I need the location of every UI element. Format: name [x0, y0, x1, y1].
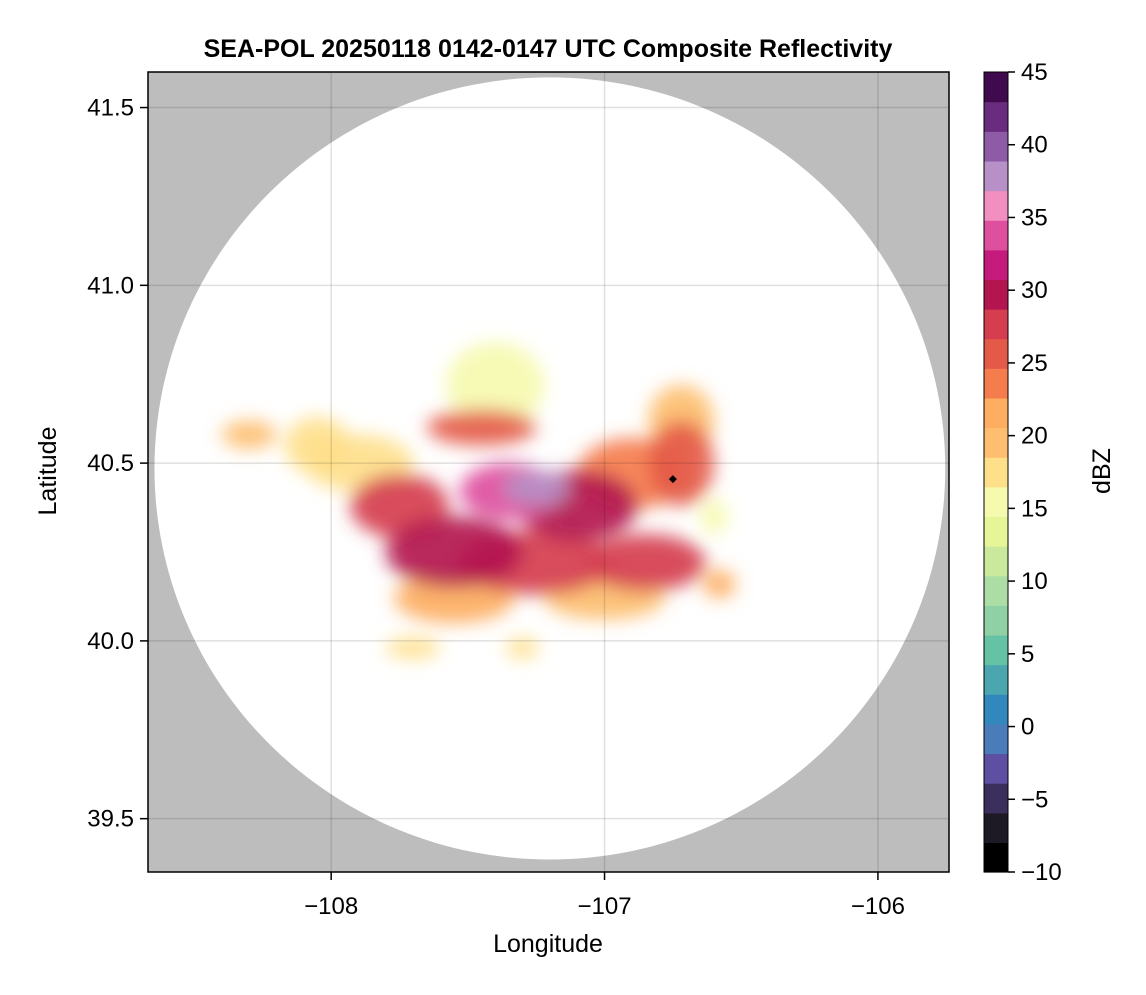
- colorbar-segment: [984, 812, 1008, 843]
- colorbar-segment: [984, 634, 1008, 666]
- colorbar-tick-label: 40: [1021, 132, 1048, 159]
- plot-area: [148, 72, 949, 872]
- colorbar-tick-label: 20: [1021, 423, 1048, 450]
- echo-region: [506, 637, 539, 659]
- colorbar-tick-label: 15: [1021, 495, 1048, 522]
- y-tick-label: 39.5: [87, 806, 134, 833]
- radar-coverage-domain: [154, 77, 946, 860]
- colorbar-segment: [984, 546, 1008, 577]
- echo-region: [385, 516, 523, 588]
- y-axis-ticks: 39.5 40.0 40.5 41.0 41.5: [87, 95, 148, 833]
- colorbar-segment: [984, 249, 1008, 281]
- colorbar-segment: [984, 753, 1008, 784]
- colorbar-segment: [984, 397, 1008, 429]
- colorbar-segment: [984, 309, 1008, 340]
- y-axis-label: Latitude: [34, 427, 62, 516]
- echo-region: [445, 342, 545, 428]
- radar-site-marker: [668, 475, 677, 484]
- colorbar-segment: [984, 486, 1008, 518]
- colorbar-segment: [984, 279, 1008, 310]
- colorbar-segment: [984, 694, 1008, 725]
- colorbar-tick-label: 5: [1021, 641, 1034, 668]
- echo-region: [385, 637, 441, 659]
- colorbar-segment: [984, 72, 1008, 103]
- colorbar-segment: [984, 664, 1008, 695]
- colorbar-segment: [984, 842, 1008, 873]
- colorbar-tick-label: 30: [1021, 277, 1048, 304]
- x-axis-ticks: −108 −107 −106: [304, 872, 905, 920]
- colorbar-segment: [984, 723, 1008, 755]
- echo-layer: [221, 342, 736, 659]
- colorbar-segment: [984, 516, 1008, 547]
- colorbar-tick-label: 35: [1021, 204, 1048, 231]
- y-tick-label: 40.5: [87, 450, 134, 477]
- echo-region: [702, 569, 736, 599]
- colorbar-segment: [984, 575, 1008, 606]
- colorbar-segment: [984, 368, 1008, 399]
- echo-region: [221, 420, 277, 449]
- colorbar-segment: [984, 160, 1008, 192]
- echo-region: [700, 498, 728, 535]
- y-tick-label: 41.5: [87, 95, 134, 122]
- x-tick-label: −106: [851, 893, 905, 920]
- colorbar-label: dBZ: [1088, 448, 1116, 494]
- colorbar-frame: [983, 71, 1009, 873]
- y-tick-label: 40.0: [87, 628, 134, 655]
- colorbar: −10 −5 0 5 10 15 20 25 30 35 40 45: [983, 59, 1062, 886]
- colorbar-segment: [984, 220, 1008, 251]
- y-tick-label: 41.0: [87, 272, 134, 299]
- echo-region: [648, 420, 714, 506]
- radar-site-layer: [668, 475, 677, 484]
- echo-region: [426, 409, 537, 446]
- colorbar-tick-label: 25: [1021, 350, 1048, 377]
- colorbar-segment: [984, 131, 1008, 162]
- plot-frame: [147, 71, 950, 873]
- echo-region: [503, 470, 570, 506]
- colorbar-tick-label: −5: [1021, 786, 1048, 813]
- colorbar-segment: [984, 783, 1008, 814]
- grid-lines: [148, 72, 949, 872]
- colorbar-tick-label: −10: [1021, 859, 1062, 886]
- colorbar-segment: [984, 190, 1008, 221]
- colorbar-tick-label: 45: [1021, 59, 1048, 86]
- echo-region: [585, 534, 706, 592]
- colorbar-segment: [984, 427, 1008, 458]
- colorbar-segment: [984, 605, 1008, 636]
- colorbar-segment: [984, 338, 1008, 369]
- x-tick-label: −108: [304, 893, 358, 920]
- chart-title: SEA-POL 20250118 0142-0147 UTC Composite…: [204, 35, 893, 63]
- colorbar-tick-label: 0: [1021, 714, 1034, 741]
- x-axis-label: Longitude: [493, 930, 603, 958]
- colorbar-tick-label: 10: [1021, 568, 1048, 595]
- x-tick-label: −107: [578, 893, 632, 920]
- colorbar-segment: [984, 457, 1008, 488]
- colorbar-segment: [984, 101, 1008, 132]
